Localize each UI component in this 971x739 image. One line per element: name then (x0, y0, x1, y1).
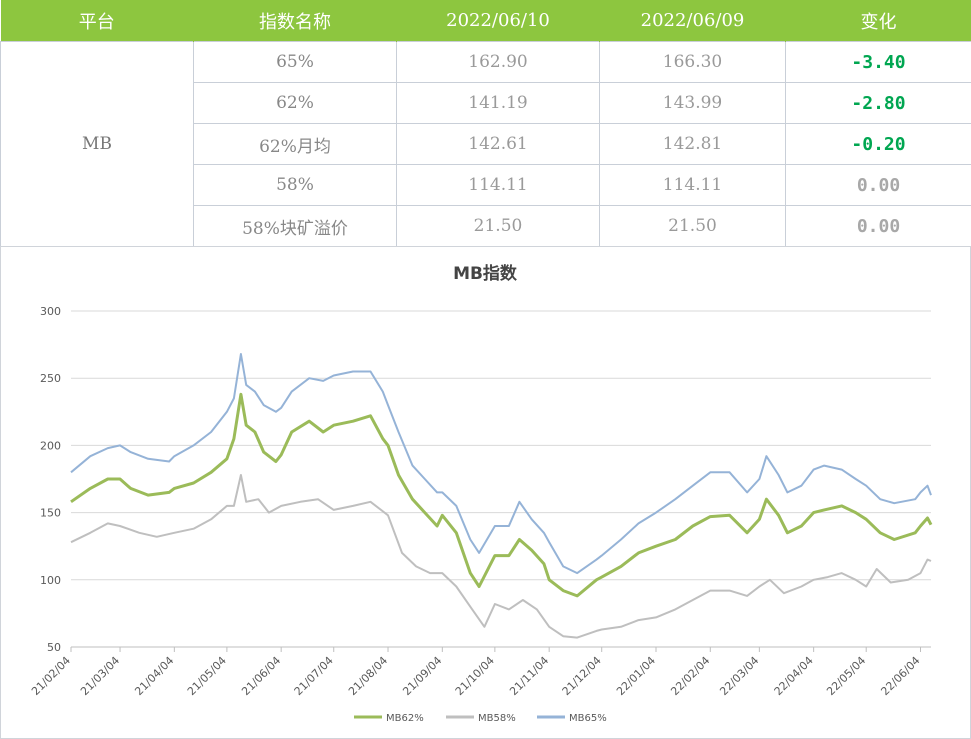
x-tick-label: 21/12/04 (560, 654, 604, 698)
index-name-cell: 58% (193, 164, 397, 206)
current-value-cell: 141.19 (396, 82, 600, 124)
x-tick-label: 21/11/04 (507, 654, 551, 698)
change-cell: -0.20 (785, 123, 971, 165)
header-date-current: 2022/06/10 (396, 0, 600, 42)
legend-label: MB58% (478, 713, 516, 724)
change-cell: 0.00 (785, 164, 971, 206)
series-line-mb62pct (70, 392, 933, 598)
x-tick-label: 21/10/04 (453, 654, 497, 698)
table-row: 62% 141.19 143.99 -2.80 (1, 82, 971, 124)
x-tick-label: 21/09/04 (400, 654, 444, 698)
table-row: 62%月均 142.61 142.81 -0.20 (1, 123, 971, 165)
line-chart: MB指数 50 100 150 200 250 300 21/02/04 21/03/04 2… (0, 246, 971, 739)
change-cell: 0.00 (785, 205, 971, 247)
previous-value-cell: 166.30 (599, 41, 786, 83)
y-axis-labels: 50 100 150 200 250 300 (40, 305, 61, 654)
current-value-cell: 21.50 (396, 205, 600, 247)
x-tick-label: 21/05/04 (185, 654, 229, 698)
index-name-cell: 65% (193, 41, 397, 83)
table-row: 58% 114.11 114.11 0.00 (1, 164, 971, 206)
change-cell: -2.80 (785, 82, 971, 124)
x-tick-label: 22/02/04 (668, 654, 712, 698)
series-line-mb58pct (70, 474, 932, 639)
x-tick-label: 22/01/04 (614, 654, 658, 698)
index-name-cell: 62%月均 (193, 123, 397, 165)
x-tick-label: 21/04/04 (132, 654, 176, 698)
x-tick-label: 22/04/04 (772, 654, 816, 698)
index-name-cell: 58%块矿溢价 (193, 205, 397, 247)
chart-grid (70, 310, 931, 652)
x-tick-label: 21/03/04 (78, 654, 122, 698)
current-value-cell: 114.11 (396, 164, 600, 206)
header-platform: 平台 (0, 0, 194, 42)
x-tick-label: 22/03/04 (717, 654, 761, 698)
chart-series (70, 353, 933, 639)
previous-value-cell: 143.99 (599, 82, 786, 124)
y-tick-label: 200 (40, 439, 61, 452)
legend-label: MB62% (386, 713, 424, 724)
y-tick-label: 300 (40, 305, 61, 318)
previous-value-cell: 21.50 (599, 205, 786, 247)
previous-value-cell: 142.81 (599, 123, 786, 165)
x-axis-labels: 21/02/04 21/03/04 21/04/04 21/05/04 21/06/04… (29, 654, 923, 698)
x-tick-label: 21/08/04 (346, 654, 390, 698)
series-line-mb65pct (70, 353, 932, 575)
index-name-cell: 62% (193, 82, 397, 124)
y-tick-label: 100 (40, 574, 61, 587)
chart-legend: MB62% MB58% MB65% (354, 713, 607, 724)
table-row: MB 65% 162.90 166.30 -3.40 (0, 41, 971, 247)
header-index-name: 指数名称 (193, 0, 397, 42)
table-row: 58%块矿溢价 21.50 21.50 0.00 (1, 205, 971, 247)
x-tick-label: 21/07/04 (292, 654, 336, 698)
current-value-cell: 162.90 (396, 41, 600, 83)
previous-value-cell: 114.11 (599, 164, 786, 206)
chart-title: MB指数 (453, 263, 518, 284)
y-tick-label: 250 (40, 372, 61, 385)
x-tick-label: 22/06/04 (878, 654, 922, 698)
platform-cell: MB (0, 41, 194, 247)
x-tick-label: 21/02/04 (29, 654, 73, 698)
change-cell: -3.40 (785, 41, 971, 83)
y-tick-label: 150 (40, 507, 61, 520)
index-table: 平台 指数名称 2022/06/10 2022/06/09 变化 MB 65% … (0, 0, 971, 247)
table-header-row: 平台 指数名称 2022/06/10 2022/06/09 变化 (0, 0, 971, 42)
header-date-previous: 2022/06/09 (599, 0, 786, 42)
legend-label: MB65% (569, 713, 607, 724)
current-value-cell: 142.61 (396, 123, 600, 165)
x-tick-label: 21/06/04 (239, 654, 283, 698)
header-change: 变化 (785, 0, 971, 42)
y-tick-label: 50 (47, 641, 61, 654)
x-tick-label: 22/05/04 (824, 654, 868, 698)
